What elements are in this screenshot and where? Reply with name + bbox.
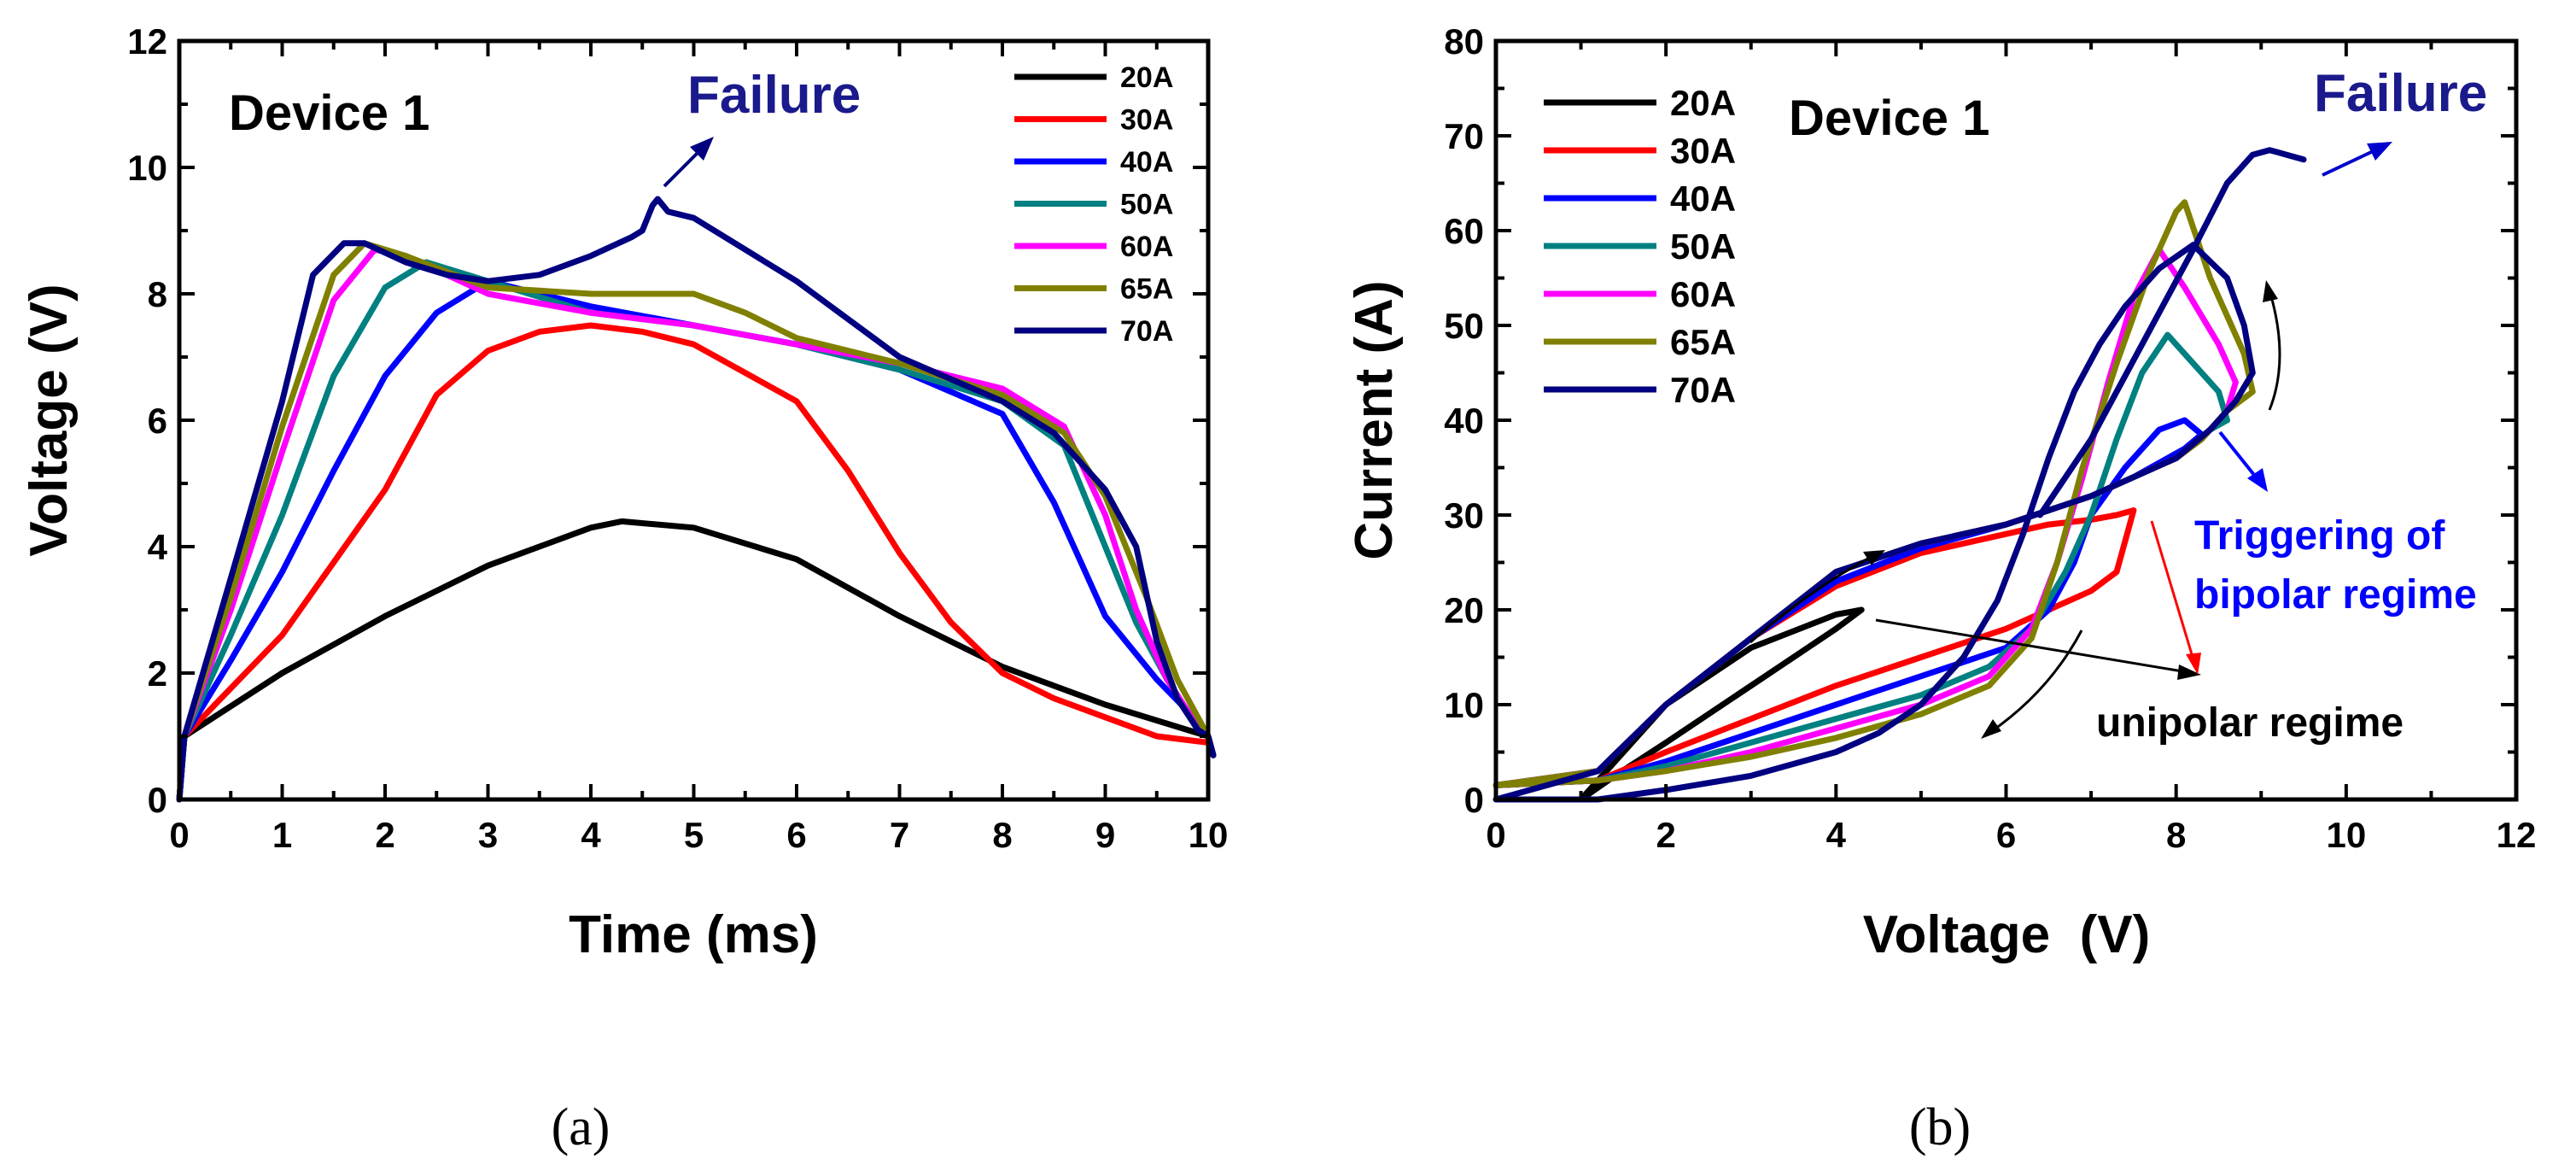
panel-b-x-tick-label: 8 — [2166, 815, 2186, 855]
panel-b-legend-label-20a: 20A — [1670, 83, 1736, 123]
panel-b-y-tick-label: 0 — [1464, 780, 1484, 820]
panel-a-y-tick-label: 0 — [148, 780, 167, 820]
panel-a-y-tick-label: 4 — [148, 527, 168, 567]
panel-a-series-40a — [176, 278, 1217, 803]
panel-b-legend-label-65a: 65A — [1670, 322, 1736, 362]
panel-a-x-tick-label: 8 — [992, 815, 1012, 855]
panel-b-legend-label-50a: 50A — [1670, 226, 1736, 266]
panel-a-series-65a — [176, 240, 1217, 803]
panel-b-failure-label: Failure — [2314, 64, 2487, 123]
panel-a-device-label: Device 1 — [229, 85, 429, 141]
panel-b-series-70a-failure-tail — [2036, 147, 2307, 518]
panel-b-legend-label-70a: 70A — [1670, 370, 1736, 410]
panel-a-legend: 20A 30A 40A 50A 60A 65A 70A — [1014, 61, 1173, 348]
panel-b: 0 2 4 6 8 10 12 0 10 20 30 40 50 60 70 80 Voltage (V) C… — [1345, 21, 2536, 1156]
panel-a-legend-label-70a: 70A — [1120, 315, 1173, 348]
panel-a-legend-label-30a: 30A — [1120, 104, 1173, 137]
panel-b-legend-label-30a: 30A — [1670, 131, 1736, 171]
panel-b-device-label: Device 1 — [1789, 91, 1989, 146]
panel-a-caption: (a) — [552, 1098, 610, 1156]
panel-a-y-tick-label: 10 — [127, 148, 167, 188]
panel-b-legend-label-40a: 40A — [1670, 179, 1736, 219]
panel-a-failure-arrow — [663, 137, 714, 188]
panel-a-x-tick-label: 6 — [786, 815, 806, 855]
panel-a-y-tick-label: 12 — [127, 21, 167, 61]
panel-b-direction-arrows — [1749, 280, 2281, 739]
panel-a-y-tick-label: 2 — [148, 653, 167, 694]
panel-b-y-tick-label: 60 — [1444, 211, 1484, 251]
panel-b-bipolar-arrow — [2218, 430, 2268, 492]
panel-a-legend-label-40a: 40A — [1120, 146, 1173, 179]
panel-b-legend: 20A 30A 40A 50A 60A 65A 70A — [1544, 83, 1736, 410]
panel-b-ticks: 0 2 4 6 8 10 12 0 10 20 30 40 50 60 70 80 — [1444, 21, 2536, 855]
panel-a-series-60a — [176, 246, 1217, 803]
panel-a-failure-label: Failure — [687, 66, 861, 125]
panel-a-y-axis-title: Voltage (V) — [20, 284, 79, 556]
panel-a-series-70a — [176, 196, 1217, 803]
panel-b-y-tick-label: 10 — [1444, 685, 1484, 725]
panel-b-x-tick-label: 10 — [2326, 815, 2366, 855]
panel-b-caption: (b) — [1909, 1098, 1971, 1156]
panel-b-x-tick-label: 0 — [1486, 815, 1505, 855]
panel-a-x-tick-label: 5 — [684, 815, 704, 855]
panel-b-y-tick-label: 70 — [1444, 116, 1484, 156]
panel-b-legend-label-60a: 60A — [1670, 274, 1736, 314]
panel-a-legend-label-60a: 60A — [1120, 231, 1173, 263]
panel-b-y-tick-label: 80 — [1444, 21, 1484, 61]
panel-a-x-tick-label: 3 — [478, 815, 498, 855]
panel-b-unipolar-arrows — [1875, 520, 2201, 680]
panel-b-series-40a — [1492, 417, 2205, 788]
panel-a-y-tick-label: 6 — [148, 401, 167, 441]
panel-a-x-tick-label: 10 — [1189, 815, 1229, 855]
panel-b-x-tick-label: 6 — [1996, 815, 2016, 855]
panel-a-x-tick-label: 4 — [581, 815, 601, 855]
panel-b-unipolar-label: unipolar regime — [2096, 700, 2404, 746]
panel-b-y-tick-label: 30 — [1444, 495, 1484, 536]
panel-a-series — [176, 196, 1217, 803]
panel-b-series — [1492, 147, 2307, 803]
panel-b-series-70a — [1492, 242, 2256, 803]
panel-b-y-axis-title: Current (A) — [1345, 280, 1404, 559]
panel-a-legend-label-20a: 20A — [1120, 61, 1173, 94]
panel-b-bipolar-line2: bipolar regime — [2194, 572, 2477, 618]
panel-b-y-tick-label: 40 — [1444, 401, 1484, 441]
panel-a-series-30a — [176, 322, 1217, 803]
panel-a-y-tick-label: 8 — [148, 274, 167, 314]
panel-b-x-tick-label: 4 — [1826, 815, 1847, 855]
panel-a-legend-label-65a: 65A — [1120, 273, 1173, 306]
panel-a-legend-label-50a: 50A — [1120, 189, 1173, 221]
panel-a-x-tick-label: 2 — [375, 815, 394, 855]
panel-a-x-axis-title: Time (ms) — [569, 905, 818, 964]
panel-b-failure-arrow — [2322, 142, 2392, 177]
panel-b-x-tick-label: 12 — [2497, 815, 2537, 855]
panel-a-series-20a — [176, 518, 1217, 803]
panel-b-y-tick-label: 20 — [1444, 590, 1484, 630]
panel-b-x-tick-label: 2 — [1656, 815, 1675, 855]
panel-b-y-tick-label: 50 — [1444, 306, 1484, 346]
panel-b-bipolar-line1: Triggering of — [2194, 513, 2445, 559]
panel-b-x-axis-title: Voltage (V) — [1863, 905, 2150, 964]
panel-a-x-tick-label: 0 — [169, 815, 189, 855]
panel-a-x-tick-label: 7 — [890, 815, 909, 855]
panel-a-x-tick-label: 1 — [272, 815, 292, 855]
panel-a-x-tick-label: 9 — [1095, 815, 1115, 855]
